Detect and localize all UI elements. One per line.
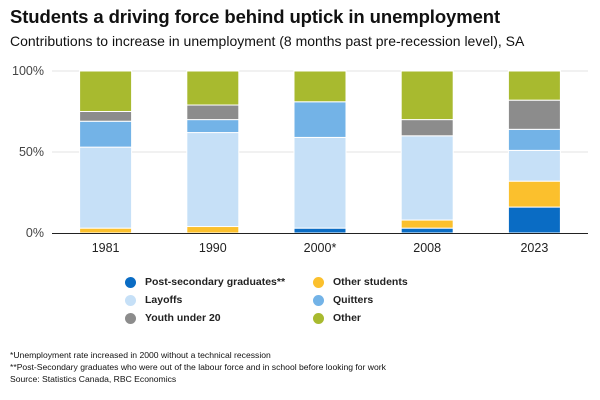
x-tick-label: 2000* (304, 241, 337, 255)
bar-segment (400, 227, 454, 234)
bar-segment (400, 219, 454, 229)
bar-segment (507, 128, 561, 151)
footnote-graduates: **Post-Secondary graduates who were out … (10, 362, 386, 373)
bar-segment (293, 101, 347, 138)
bar-segment (186, 119, 240, 134)
y-tick-label: 50% (19, 145, 44, 159)
bar-segment (186, 132, 240, 228)
bar-segment (400, 70, 454, 121)
bar-segment (186, 104, 240, 121)
x-tick-label: 2023 (520, 241, 548, 255)
footnotes: *Unemployment rate increased in 2000 wit… (10, 349, 386, 386)
x-tick-label: 2008 (413, 241, 441, 255)
bar-segment (79, 120, 133, 148)
bar-segment (507, 180, 561, 208)
bar-segment (186, 226, 240, 234)
x-tick-label: 1981 (92, 241, 120, 255)
footnote-recession: *Unemployment rate increased in 2000 wit… (10, 350, 271, 360)
bar-segment (507, 149, 561, 182)
bar-segment (79, 227, 133, 234)
footnote-source: Source: Statistics Canada, RBC Economics (10, 374, 177, 385)
bar-segment (507, 99, 561, 130)
bar-segment (400, 135, 454, 221)
bar-segment (507, 70, 561, 101)
bar-segment (293, 227, 347, 234)
y-tick-label: 0% (26, 226, 44, 240)
bar-segment (79, 70, 133, 112)
bar-segment (79, 111, 133, 122)
bar-segment (186, 70, 240, 106)
bar-segment (79, 146, 133, 229)
bar-segment (507, 206, 561, 234)
bar-segment (293, 136, 347, 229)
x-tick-label: 1990 (199, 241, 227, 255)
chart-subtitle: Contributions to increase in unemploymen… (10, 33, 525, 49)
bar-segment (400, 119, 454, 137)
chart-title: Students a driving force behind uptick i… (10, 6, 501, 27)
bar-segment (293, 70, 347, 103)
y-tick-label: 100% (12, 64, 44, 78)
